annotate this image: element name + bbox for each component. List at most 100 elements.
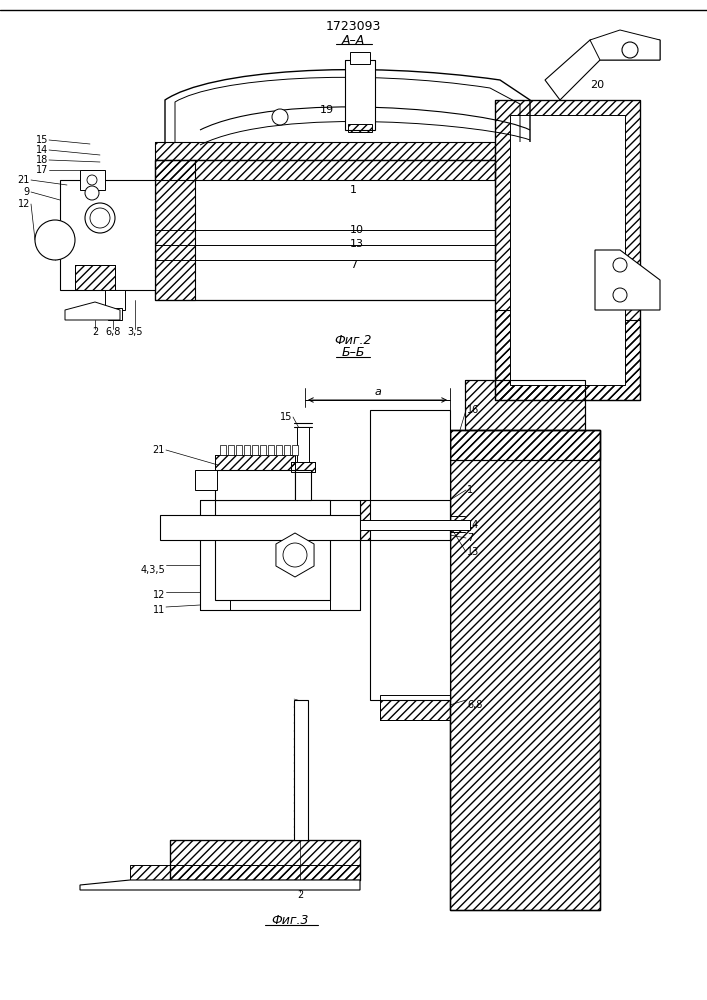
Bar (155, 160, 495, 180)
Text: 3,5: 3,5 (127, 327, 143, 337)
Bar (495, 100, 640, 400)
Bar (295, 470, 311, 500)
Bar (75, 265, 115, 290)
Polygon shape (545, 40, 660, 100)
Text: 2: 2 (297, 890, 303, 900)
Bar (260, 445, 266, 455)
Bar (155, 142, 495, 160)
Bar (284, 445, 290, 455)
Circle shape (85, 186, 99, 200)
Bar (330, 500, 360, 610)
Circle shape (283, 543, 307, 567)
Text: 1723093: 1723093 (325, 20, 380, 33)
Circle shape (622, 42, 638, 58)
Bar (348, 124, 372, 132)
Circle shape (90, 208, 110, 228)
Circle shape (272, 109, 288, 125)
Text: 4,3,5: 4,3,5 (140, 565, 165, 575)
Text: 19: 19 (320, 105, 334, 115)
Text: 6,8: 6,8 (467, 700, 482, 710)
Polygon shape (276, 533, 314, 577)
Text: 9: 9 (24, 187, 30, 197)
Text: 12: 12 (153, 590, 165, 600)
Bar (276, 445, 282, 455)
Text: 21: 21 (18, 175, 30, 185)
Polygon shape (590, 30, 660, 60)
Bar (105, 290, 125, 310)
Bar (80, 170, 105, 190)
Bar (380, 695, 450, 720)
Polygon shape (65, 302, 120, 320)
Bar (450, 430, 600, 460)
Bar (360, 500, 450, 540)
Text: 18: 18 (36, 155, 48, 165)
Bar (450, 430, 600, 910)
Bar (200, 500, 360, 610)
Bar (330, 500, 360, 610)
Bar (252, 445, 258, 455)
Bar (360, 520, 470, 530)
Bar (215, 470, 295, 500)
Bar (294, 700, 308, 840)
Bar (450, 430, 600, 910)
Text: a: a (375, 387, 382, 397)
Bar (155, 160, 495, 300)
Bar (155, 160, 195, 300)
Text: 10: 10 (350, 225, 364, 235)
Bar (465, 380, 585, 430)
Bar (155, 160, 495, 180)
Bar (170, 840, 360, 880)
Bar (510, 115, 625, 385)
Text: 14: 14 (467, 520, 479, 530)
Text: 1: 1 (467, 485, 473, 495)
Bar (297, 427, 309, 462)
Bar (360, 500, 450, 540)
Bar (160, 515, 360, 540)
Polygon shape (80, 880, 360, 890)
Text: Фиг.2: Фиг.2 (334, 334, 372, 347)
Text: 13: 13 (350, 239, 364, 249)
Text: Фиг.3: Фиг.3 (271, 914, 309, 926)
Circle shape (85, 203, 115, 233)
Bar (155, 160, 195, 300)
Polygon shape (595, 250, 660, 310)
Text: 21: 21 (153, 445, 165, 455)
Bar (345, 60, 375, 130)
Bar (495, 100, 640, 400)
Text: 2: 2 (92, 327, 98, 337)
Bar (200, 500, 230, 610)
Bar (215, 500, 330, 600)
Bar (200, 500, 230, 610)
Text: 16: 16 (467, 405, 479, 415)
Bar (155, 142, 495, 160)
Bar (291, 462, 315, 472)
Bar (350, 52, 370, 64)
Bar (370, 410, 450, 700)
Bar (215, 455, 295, 470)
Text: 7: 7 (350, 260, 357, 270)
Bar (108, 308, 122, 320)
Bar (75, 265, 115, 290)
Text: 7: 7 (467, 533, 473, 543)
Bar (268, 445, 274, 455)
Text: 17: 17 (35, 165, 48, 175)
Circle shape (613, 288, 627, 302)
Text: А–А: А–А (341, 33, 365, 46)
Text: 20: 20 (590, 80, 604, 90)
Bar (220, 445, 226, 455)
Circle shape (87, 175, 97, 185)
Bar (244, 445, 250, 455)
Bar (195, 470, 217, 490)
Bar (450, 430, 600, 460)
Circle shape (613, 258, 627, 272)
Text: 14: 14 (36, 145, 48, 155)
Bar (465, 380, 585, 430)
Text: 15: 15 (280, 412, 292, 422)
Bar (60, 180, 155, 290)
Text: 13: 13 (467, 547, 479, 557)
Bar (291, 462, 315, 472)
Bar (236, 445, 242, 455)
Text: 6,8: 6,8 (105, 327, 121, 337)
Text: 15: 15 (35, 135, 48, 145)
Text: Б–Б: Б–Б (341, 347, 365, 360)
